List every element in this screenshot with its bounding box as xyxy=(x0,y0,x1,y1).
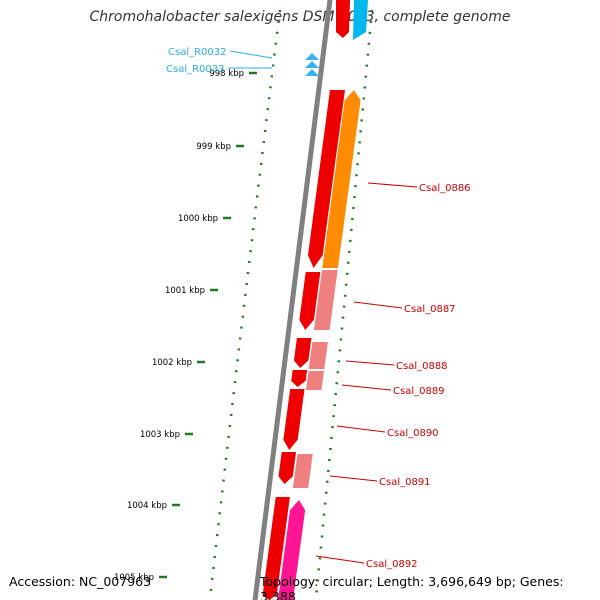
rna-chevron-icon[interactable] xyxy=(305,53,319,60)
rna-chevron-icon[interactable] xyxy=(305,69,319,76)
gene-arrow-plus[interactable] xyxy=(262,497,290,600)
gene-label-csal-0888: Csal_0888 xyxy=(396,361,448,372)
gene-label-leader xyxy=(345,360,395,366)
ruler-tick-label: 1002 kbp xyxy=(152,358,192,368)
gene-feature-top-cyan[interactable] xyxy=(353,0,368,40)
rna-chevron-icon[interactable] xyxy=(305,61,319,68)
gene-arrow-minus[interactable] xyxy=(292,454,313,488)
rna-label-leader xyxy=(229,50,273,59)
gene-arrow-plus[interactable] xyxy=(299,272,321,330)
ruler-tick-label: 1000 kbp xyxy=(178,214,218,224)
gene-label-csal-0891: Csal_0891 xyxy=(379,477,431,488)
accession-text: Accession: NC_007963 xyxy=(9,574,152,589)
gene-arrow-plus[interactable] xyxy=(307,90,345,268)
ruler-tick-label: 999 kbp xyxy=(196,142,231,152)
gene-label-leader xyxy=(341,384,392,391)
gene-arrow-plus[interactable] xyxy=(293,338,312,368)
gene-arrow-minus[interactable] xyxy=(308,342,328,369)
ruler-dotted-arc xyxy=(208,9,282,599)
gene-label-leader xyxy=(336,425,386,433)
gene-arrow-plus[interactable] xyxy=(278,452,297,484)
gene-arrow-minus[interactable] xyxy=(322,90,361,268)
ruler-tick-label: 1001 kbp xyxy=(165,286,205,296)
gene-arrow-minus[interactable] xyxy=(314,270,338,330)
ruler-tick-label: 998 kbp xyxy=(209,69,244,79)
gene-label-leader xyxy=(315,555,365,564)
gene-arrow-plus[interactable] xyxy=(291,370,308,387)
gene-label-leader xyxy=(329,475,378,482)
gene-arrow-plus[interactable] xyxy=(283,389,305,450)
gene-label-csal-0889: Csal_0889 xyxy=(393,386,445,397)
genome-backbone xyxy=(252,0,333,600)
genome-title: Chromohalobacter salexigens DSM 3043, co… xyxy=(89,9,511,25)
genome-summary-text: Topology: circular; Length: 3,696,649 bp… xyxy=(260,574,564,600)
gene-feature-top-red[interactable] xyxy=(336,0,350,38)
ring-dotted-arc xyxy=(314,9,374,599)
rna-label-csal-r0033: Csal_R0033 xyxy=(166,64,225,75)
gene-label-leader xyxy=(353,301,403,309)
gene-arrow-minus[interactable] xyxy=(278,500,306,600)
gene-label-leader xyxy=(367,182,418,188)
ruler-tick-label: 1003 kbp xyxy=(140,430,180,440)
ruler-tick-label: 1005 kbp xyxy=(114,573,154,583)
ruler-tick-label: 1004 kbp xyxy=(127,501,167,511)
rna-label-csal-r0032: Csal_R0032 xyxy=(168,47,227,58)
gene-label-csal-0887: Csal_0887 xyxy=(404,304,456,315)
gene-label-csal-0892: Csal_0892 xyxy=(366,559,418,570)
gene-arrow-minus[interactable] xyxy=(306,371,324,390)
gene-label-csal-0886: Csal_0886 xyxy=(419,183,471,194)
gene-label-csal-0890: Csal_0890 xyxy=(387,428,439,439)
